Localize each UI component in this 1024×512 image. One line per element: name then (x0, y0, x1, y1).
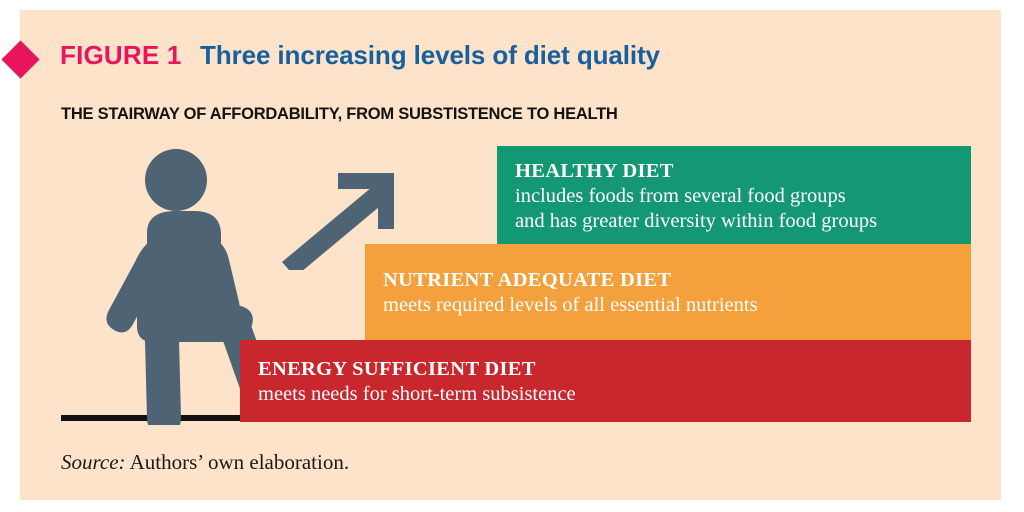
source-note: Source: Authors’ own elaboration. (61, 450, 349, 475)
figure-subtitle: THE STAIRWAY OF AFFORDABILITY, FROM SUBS… (61, 105, 618, 123)
stairway-graphic: HEALTHY DIET includes foods from several… (20, 10, 1001, 500)
step-energy-sufficient-diet: ENERGY SUFFICIENT DIET meets needs for s… (240, 340, 971, 422)
diamond-icon (1, 40, 40, 79)
source-text: Authors’ own elaboration. (129, 450, 350, 474)
step-desc-healthy-line-1: includes foods from several food groups (515, 185, 846, 207)
step-nutrient-adequate-diet: NUTRIENT ADEQUATE DIET meets required le… (365, 244, 971, 340)
source-label: Source: (61, 450, 126, 474)
figure-number-label: FIGURE 1 (60, 40, 182, 70)
step-title-energy: ENERGY SUFFICIENT DIET (258, 358, 536, 380)
step-desc-energy-line-1: meets needs for short-term subsistence (258, 383, 576, 405)
figure-panel: FIGURE 1 Three increasing levels of diet… (1, 10, 1001, 500)
step-title-nutrient: NUTRIENT ADEQUATE DIET (383, 269, 672, 291)
page-title: Three increasing levels of diet quality (200, 40, 660, 70)
baseline-rule (61, 415, 971, 421)
walking-person-icon (106, 149, 276, 425)
step-healthy-diet: HEALTHY DIET includes foods from several… (497, 146, 971, 244)
upward-arrow-icon (282, 173, 394, 270)
step-desc-nutrient-line-1: meets required levels of all essential n… (383, 294, 758, 316)
step-desc-healthy-line-2: and has greater diversity within food gr… (515, 210, 878, 232)
step-title-healthy: HEALTHY DIET (515, 160, 674, 182)
